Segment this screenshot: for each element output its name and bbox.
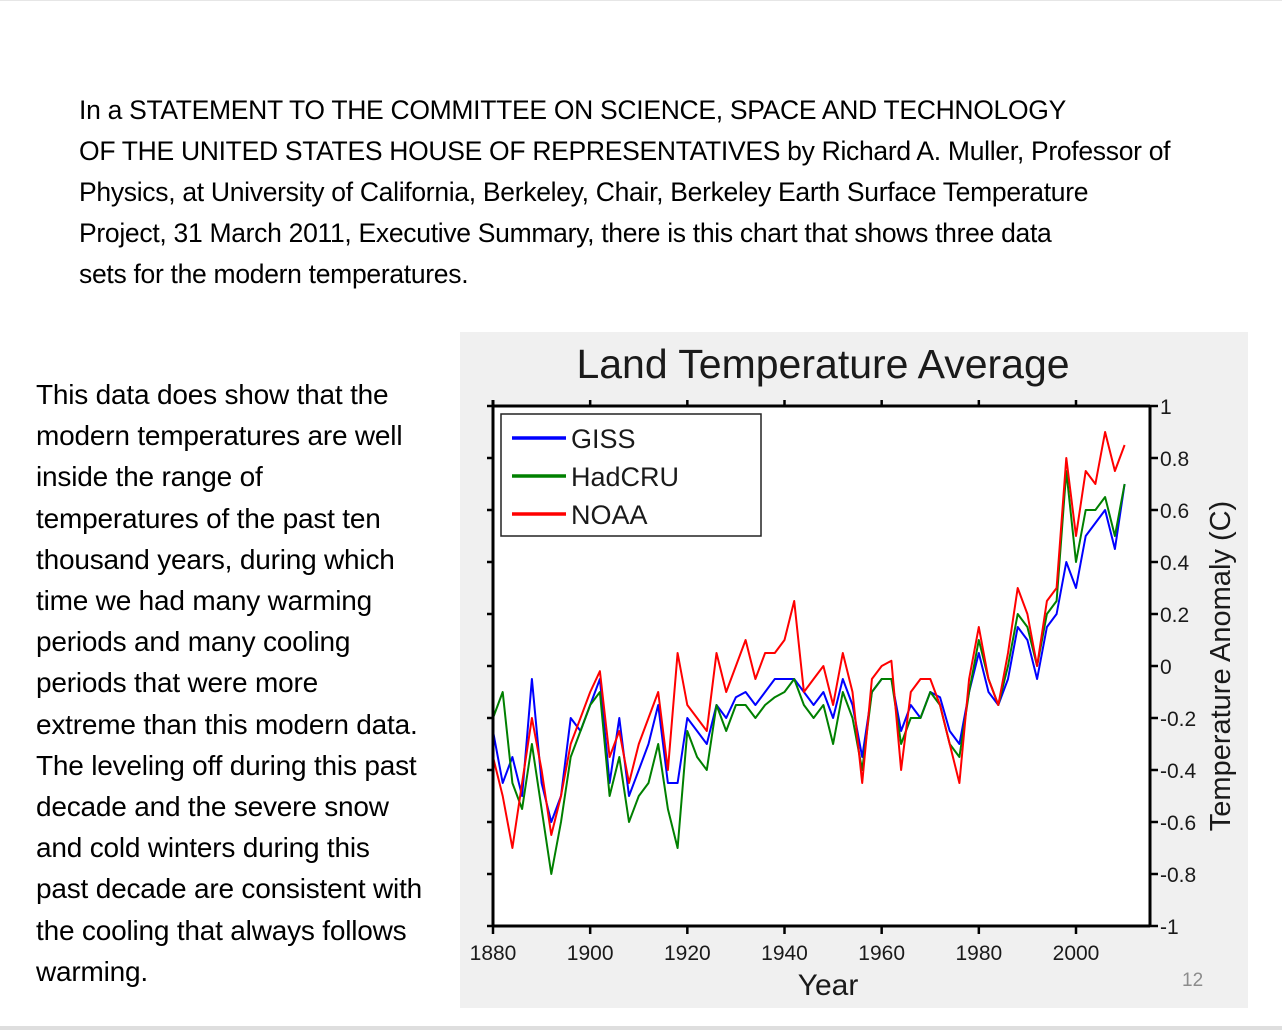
commentary-line: decade and the severe snow (36, 791, 389, 823)
y-tick-label: 1 (1160, 396, 1172, 419)
commentary-line: warming. (36, 955, 148, 987)
x-tick-label: 1900 (567, 942, 614, 965)
series-line-noaa (492, 431, 1126, 849)
series-line-giss (492, 483, 1126, 823)
commentary-line: This data does show that the (36, 379, 389, 410)
chart-title: Land Temperature Average (576, 341, 1069, 387)
y-tick-label: -0.4 (1160, 760, 1197, 783)
x-tick-label: 2000 (1053, 942, 1100, 965)
commentary-line: periods and many cooling (36, 626, 351, 658)
legend: GISS HadCRU NOAA (500, 413, 762, 537)
legend-label-giss: GISS (571, 424, 636, 454)
page-number: 12 (1182, 970, 1204, 991)
slide-bottom-border (0, 1026, 1282, 1030)
intro-line: Project, 31 March 2011, Executive Summar… (79, 218, 1052, 248)
commentary-line: time we had many warming (36, 585, 372, 617)
slide-top-border (0, 0, 1282, 1)
commentary-line: periods that were more (36, 667, 318, 699)
y-tick-label: -0.2 (1160, 708, 1196, 731)
series-line-hadcru (492, 470, 1126, 875)
x-axis-label: Year (798, 969, 859, 1002)
intro-line: OF THE UNITED STATES HOUSE OF REPRESENTA… (79, 136, 1171, 166)
land-temperature-chart: Land Temperature Average 1880 1900 1920 194… (470, 341, 1237, 1002)
chart-panel: Land Temperature Average 1880 1900 1920 194… (460, 332, 1248, 1008)
commentary-line: modern temperatures are well (36, 420, 403, 452)
intro-line: sets for the modern temperatures. (79, 259, 469, 289)
commentary-line: the cooling that always follows (36, 914, 407, 946)
legend-label-hadcru: HadCRU (571, 462, 679, 492)
x-tick-label: 1880 (470, 942, 517, 965)
y-tick-label: 0.8 (1160, 448, 1189, 471)
commentary-line: temperatures of the past ten (36, 502, 381, 534)
y-tick-label: -0.6 (1160, 812, 1196, 835)
x-tick-label: 1920 (664, 942, 711, 965)
y-tick-label: -0.8 (1160, 864, 1196, 887)
commentary-line: inside the range of (36, 461, 263, 493)
intro-paragraph: In a STATEMENT TO THE COMMITTEE ON SCIEN… (79, 90, 1239, 295)
y-tick-label: 0.2 (1160, 604, 1189, 627)
x-tick-label: 1960 (858, 942, 905, 965)
commentary-line: and cold winters during this (36, 832, 370, 864)
intro-line: In a STATEMENT TO THE COMMITTEE ON SCIEN… (79, 95, 1066, 125)
y-tick-label: -1 (1160, 916, 1179, 939)
y-axis-label: Temperature Anomaly (C) (1205, 501, 1237, 831)
commentary-line: extreme than this modern data. (36, 708, 418, 740)
intro-line: Physics, at University of California, Be… (79, 177, 1089, 207)
y-tick-label: 0.6 (1160, 500, 1189, 523)
commentary-line: thousand years, during which (36, 543, 395, 575)
commentary-line: past decade are consistent with (36, 873, 423, 905)
series-layer (492, 431, 1126, 875)
y-tick-label: 0.4 (1160, 552, 1190, 575)
x-tick-label: 1980 (955, 942, 1002, 965)
x-tick-label: 1940 (761, 942, 808, 965)
commentary-line: The leveling off during this past (36, 749, 417, 781)
y-tick-label: 0 (1160, 656, 1172, 679)
legend-label-noaa: NOAA (571, 500, 648, 530)
commentary-paragraph: This data does show that the modern temp… (36, 374, 456, 992)
axes-layer: 1880 1900 1920 1940 1960 1980 2000 1 0.8 0.6 0.4 0.… (470, 396, 1197, 965)
